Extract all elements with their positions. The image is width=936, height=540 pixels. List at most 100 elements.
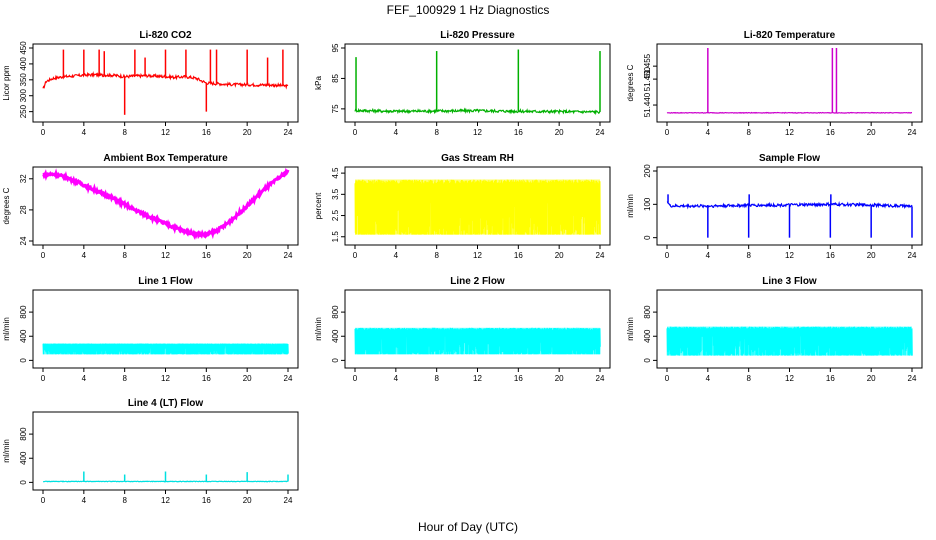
x-tick-label: 24 [596, 128, 605, 137]
x-tick-label: 8 [122, 251, 127, 260]
x-tick-label: 20 [243, 496, 252, 505]
band-fill [355, 179, 600, 235]
series-line [666, 111, 912, 114]
x-tick-label: 8 [746, 374, 751, 383]
y-tick-label: 800 [19, 305, 28, 319]
x-tick-label: 24 [284, 251, 293, 260]
x-tick-label: 4 [706, 374, 711, 383]
x-tick-label: 24 [596, 251, 605, 260]
panel-title: Line 4 (LT) Flow [128, 398, 204, 409]
x-tick-label: 24 [908, 128, 917, 137]
x-tick-label: 16 [826, 128, 835, 137]
x-tick-label: 12 [161, 251, 170, 260]
plot-area [666, 48, 912, 114]
x-tick-label: 16 [202, 128, 211, 137]
x-tick-label: 24 [908, 251, 917, 260]
y-tick-label: 300 [19, 89, 28, 103]
x-tick-label: 0 [41, 496, 46, 505]
y-tick-label: 0 [643, 235, 652, 240]
y-tick-label: 4.5 [331, 167, 340, 179]
y-tick-label: 400 [643, 329, 652, 343]
x-tick-label: 20 [243, 374, 252, 383]
y-tick-label: 0 [19, 480, 28, 485]
x-tick-label: 4 [82, 496, 87, 505]
panel-title: Li-820 Temperature [744, 30, 836, 41]
panel-4: Ambient Box Temperature degrees C 0 4 8 12 16 2… [2, 153, 299, 260]
y-tick-label: 450 [19, 41, 28, 55]
x-tick-label: 20 [555, 251, 564, 260]
x-tick-label: 0 [41, 374, 46, 383]
y-tick-label: 2.5 [331, 209, 340, 221]
y-tick-label: 800 [19, 427, 28, 441]
x-tick-label: 16 [514, 374, 523, 383]
y-tick-label: 75 [331, 104, 340, 113]
y-tick-label: 350 [19, 73, 28, 87]
y-tick-label: 100 [643, 197, 652, 211]
x-tick-label: 16 [826, 251, 835, 260]
x-tick-label: 0 [665, 374, 670, 383]
y-tick-label: 250 [19, 104, 28, 118]
y-tick-label: 3.5 [331, 188, 340, 200]
panel-9: Line 3 Flow ml/min 0 4 8 12 16 20 24 0 400 800 [626, 276, 923, 383]
x-tick-label: 12 [785, 128, 794, 137]
x-tick-label: 24 [284, 496, 293, 505]
plot-area [666, 326, 913, 356]
x-tick-label: 20 [555, 128, 564, 137]
y-tick-label: 400 [19, 57, 28, 71]
plot-area [666, 194, 913, 238]
x-tick-label: 0 [353, 128, 358, 137]
y-tick-label: 28 [19, 205, 28, 214]
y-tick-label: 400 [19, 329, 28, 343]
panel-title: Li-820 Pressure [440, 30, 515, 41]
plot-area [43, 471, 289, 483]
y-axis-label: degrees C [626, 64, 635, 101]
series-line [42, 167, 290, 241]
x-tick-label: 16 [514, 251, 523, 260]
y-tick-label: 95 [331, 43, 340, 52]
x-tick-label: 8 [122, 128, 127, 137]
x-tick-label: 4 [706, 251, 711, 260]
x-tick-label: 12 [161, 128, 170, 137]
x-tick-label: 16 [826, 374, 835, 383]
plot-frame [656, 43, 923, 123]
y-tick-label: 0 [643, 358, 652, 363]
y-tick-label: 200 [643, 164, 652, 178]
panel-title: Gas Stream RH [441, 153, 514, 164]
plot-area [354, 49, 601, 116]
y-axis-label: ml/min [314, 317, 323, 341]
y-axis-label: degrees C [2, 187, 11, 224]
y-axis-label: Licor ppm [2, 65, 11, 100]
y-tick-label: 51.455 [643, 53, 652, 78]
plot-area [42, 167, 290, 241]
x-tick-label: 24 [596, 374, 605, 383]
series-line [354, 107, 601, 116]
x-tick-label: 8 [122, 374, 127, 383]
panel-2: Li-820 Pressure kPa 0 4 8 12 16 20 24 75 85 95 [314, 30, 611, 137]
panel-10: Line 4 (LT) Flow ml/min 0 4 8 12 16 20 24 0 400 800 [2, 398, 299, 505]
x-tick-label: 4 [394, 251, 399, 260]
x-tick-label: 8 [746, 251, 751, 260]
y-tick-label: 51.440 [643, 92, 652, 117]
x-tick-label: 8 [122, 496, 127, 505]
x-tick-label: 8 [434, 374, 439, 383]
panel-title: Li-820 CO2 [139, 30, 192, 41]
panel-6: Sample Flow ml/min 0 4 8 12 16 20 24 0 100 200 [626, 153, 923, 260]
x-tick-label: 8 [746, 128, 751, 137]
x-tick-label: 12 [473, 251, 482, 260]
plot-area [42, 49, 289, 115]
x-tick-label: 20 [243, 128, 252, 137]
x-tick-label: 16 [202, 251, 211, 260]
x-tick-label: 24 [908, 374, 917, 383]
x-tick-label: 12 [473, 374, 482, 383]
y-axis-label: ml/min [2, 439, 11, 463]
plot-area [42, 343, 289, 355]
y-tick-label: 800 [643, 305, 652, 319]
panel-5: Gas Stream RH percent 0 4 8 12 16 20 24 1.5 2.5 3.5… [314, 153, 611, 260]
x-tick-label: 16 [202, 496, 211, 505]
x-tick-label: 16 [202, 374, 211, 383]
x-tick-label: 0 [41, 251, 46, 260]
x-tick-label: 0 [353, 374, 358, 383]
band-fill [667, 326, 912, 356]
